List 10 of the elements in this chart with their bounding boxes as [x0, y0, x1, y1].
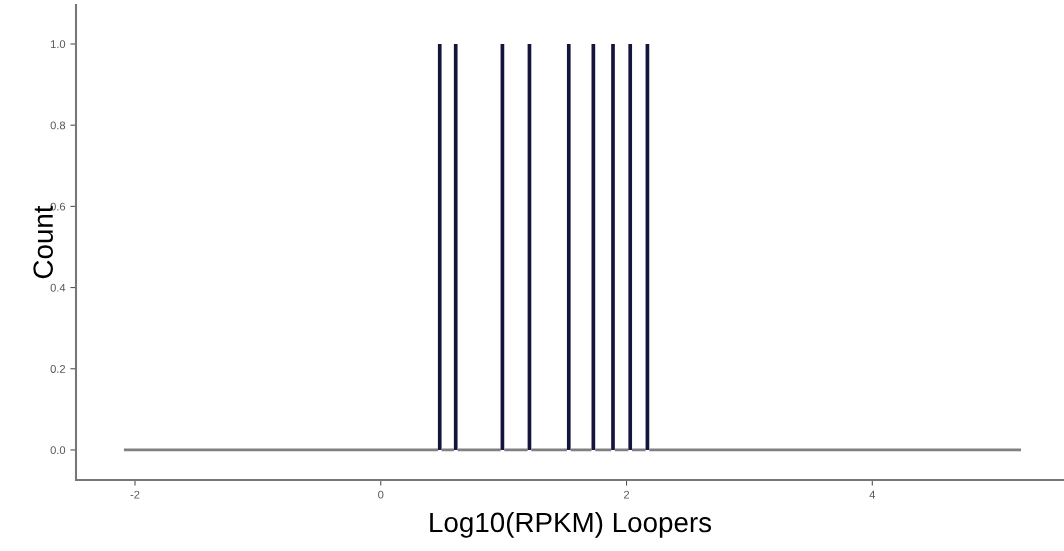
- x-tick-label: 0: [378, 490, 384, 499]
- y-tick-label: 0.0: [50, 446, 66, 455]
- y-tick-label: 1.0: [50, 40, 66, 49]
- x-tick-label: 4: [869, 490, 876, 499]
- y-tick-label: 0.8: [50, 121, 66, 130]
- y-tick-label: 0.2: [50, 365, 66, 373]
- x-axis-title: Log10(RPKM) Loopers: [430, 511, 712, 538]
- x-tick-label: 2: [624, 490, 630, 499]
- y-tick-label: 0.4: [50, 283, 66, 292]
- x-tick-label: -2: [130, 490, 140, 499]
